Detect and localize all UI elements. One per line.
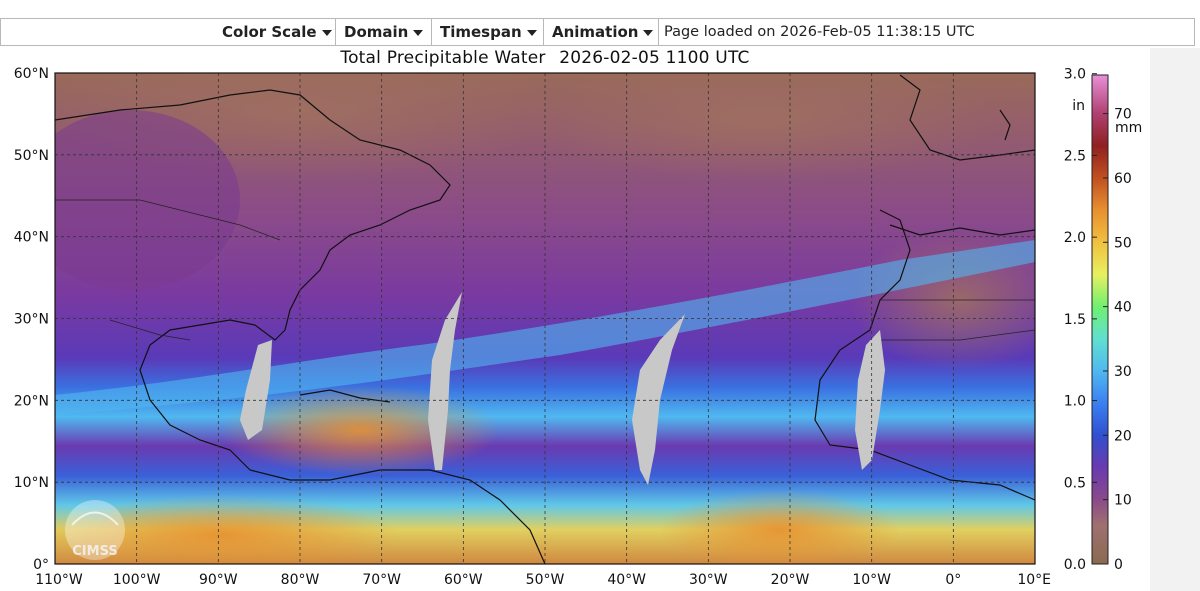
logo-badge-icon [65,500,125,560]
us-mexico-border [109,319,191,341]
lat-label: 0° [33,557,49,573]
borders [55,199,1035,341]
inch-tick-label: 0.0 [1064,557,1086,573]
colorbar-mm-unit: mm [1115,120,1142,136]
lon-label: 90°W [199,572,238,588]
top-spacer [0,0,1200,18]
map-timestamp: 2026-02-05 1100 UTC [559,48,750,68]
africa-coast [814,209,1035,501]
menu-color-scale-label: Color Scale [222,23,317,41]
latitude-labels: 60°N 50°N 40°N 30°N 20°N 10°N 0° [14,66,49,573]
equatorial-moist-area [660,490,900,564]
colorbar-scale [1091,74,1109,565]
lon-label: 80°W [281,572,320,588]
lon-label: 0° [945,572,961,588]
map-title-text: Total Precipitable Water [340,48,546,68]
lat-label: 50°N [14,148,49,164]
longitude-labels: 110°W 100°W 90°W 80°W 70°W 60°W 50°W 40°W 30°W 20… [35,572,1051,588]
lon-label: 100°W [113,572,161,588]
south-america-moist-area [55,495,400,564]
inch-tick-label: 1.5 [1064,312,1086,328]
logo-text: CIMSS [72,544,117,559]
lon-label: 60°W [444,572,483,588]
lon-label: 20°W [771,572,810,588]
menu-domain-label: Domain [344,23,409,41]
mm-tick-label: 0 [1114,557,1123,573]
europe-coast [899,74,1035,161]
lat-label: 60°N [14,66,49,82]
chevron-down-icon [413,29,424,36]
inch-tick-label: 3.0 [1064,67,1086,83]
inch-tick-label: 1.0 [1064,394,1086,410]
mm-tick-label: 30 [1114,364,1132,380]
menu-timespan-label: Timespan [440,23,522,41]
page-load-status: Page loaded on 2026-Feb-05 11:38:15 UTC [664,24,975,40]
map-title: Total Precipitable Water 2026-02-05 1100… [0,48,1090,68]
logo-arc-icon [71,511,119,526]
mm-tick-label: 40 [1114,300,1132,316]
chevron-down-icon [526,29,537,36]
coastlines [55,74,1035,564]
mm-tick-label: 70 [1114,107,1132,123]
colorbar-inch-ticks: 3.0 2.5 2.0 1.5 1.0 0.5 0.0 [1064,67,1097,573]
missing-swath-1 [240,340,272,440]
colorbar-mm-ticks: 70 60 50 40 30 20 10 0 [1103,107,1132,573]
lat-label: 40°N [14,230,49,246]
chevron-down-icon [321,29,332,36]
north-america-coast [55,89,451,471]
colorbar: in mm 3.0 2.5 2.0 1.5 1.0 0.5 0.0 70 60 50 40 30 20… [1064,67,1143,573]
menu-domain[interactable]: Domain [336,19,432,45]
us-canada-border [55,199,281,241]
lon-label: 70°W [362,572,401,588]
lon-label: 10°E [1017,572,1051,588]
lon-label: 110°W [35,572,83,588]
mm-tick-label: 60 [1114,171,1132,187]
page-margin [1150,48,1200,591]
lon-label: 30°W [689,572,728,588]
missing-swath-2 [428,292,462,470]
mm-tick-label: 20 [1114,428,1132,444]
tpw-field [55,73,1035,564]
dry-region-northeast [520,73,1000,180]
inch-tick-label: 2.5 [1064,148,1086,164]
lon-label: 40°W [607,572,646,588]
mm-tick-label: 10 [1114,493,1132,509]
south-america-north-coast [249,469,546,564]
chevron-down-icon [643,29,654,36]
graticule [55,73,1035,564]
uk-coast [999,109,1011,141]
inch-tick-label: 2.0 [1064,230,1086,246]
lat-label: 20°N [14,393,49,409]
lon-label: 10°W [852,572,891,588]
sahel-border [880,329,1035,341]
menu-bar: Color Scale Domain Timespan Animation Pa… [0,18,1195,46]
inch-tick-label: 0.5 [1064,475,1086,491]
menu-animation-label: Animation [552,23,639,41]
lat-label: 30°N [14,312,49,328]
mm-tick-label: 50 [1114,235,1132,251]
mediterranean-coast [889,224,1035,236]
missing-swath-4 [855,330,885,470]
map-frame [54,72,1036,565]
lon-label: 50°W [526,572,565,588]
lat-label: 10°N [14,475,49,491]
menu-timespan[interactable]: Timespan [432,19,544,45]
menu-animation[interactable]: Animation [544,19,659,45]
cimss-logo: CIMSS [65,500,125,560]
missing-data-swaths [240,292,885,485]
missing-swath-3 [632,314,685,485]
menu-color-scale[interactable]: Color Scale [214,19,336,45]
colorbar-inch-unit: in [1072,98,1085,114]
